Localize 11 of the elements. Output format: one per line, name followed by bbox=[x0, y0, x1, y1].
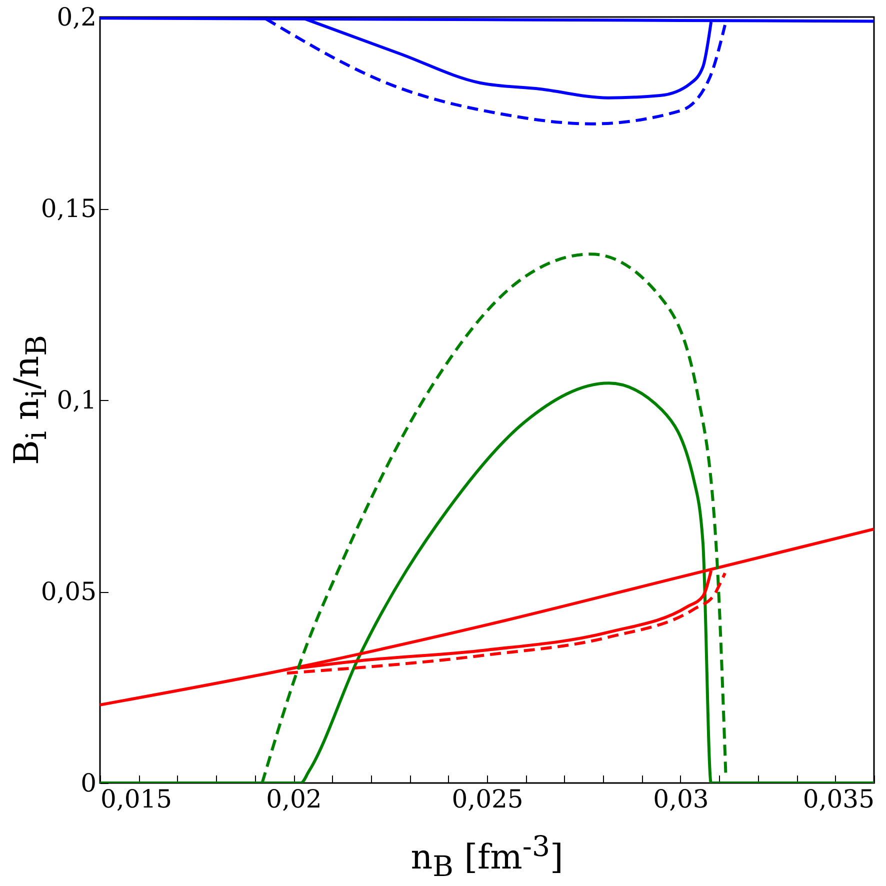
y-tick-label: 0,1 bbox=[56, 386, 96, 414]
x-tick-label: 0,015 bbox=[100, 784, 172, 814]
y-tick-label: 0 bbox=[80, 768, 96, 798]
x-tick-label: 0,025 bbox=[452, 784, 524, 814]
x-axis-title: n$_{B}$ [fm$^{-3}$] bbox=[410, 830, 564, 884]
y-tick-label: 0,15 bbox=[40, 194, 96, 223]
x-tick-label: 0,035 bbox=[802, 784, 874, 814]
y-tick-label: 0,05 bbox=[40, 577, 96, 606]
x-tick-label: 0,03 bbox=[653, 784, 709, 814]
x-tick-label: 0,02 bbox=[266, 784, 322, 814]
y-tick-label: 0,2 bbox=[56, 2, 96, 32]
